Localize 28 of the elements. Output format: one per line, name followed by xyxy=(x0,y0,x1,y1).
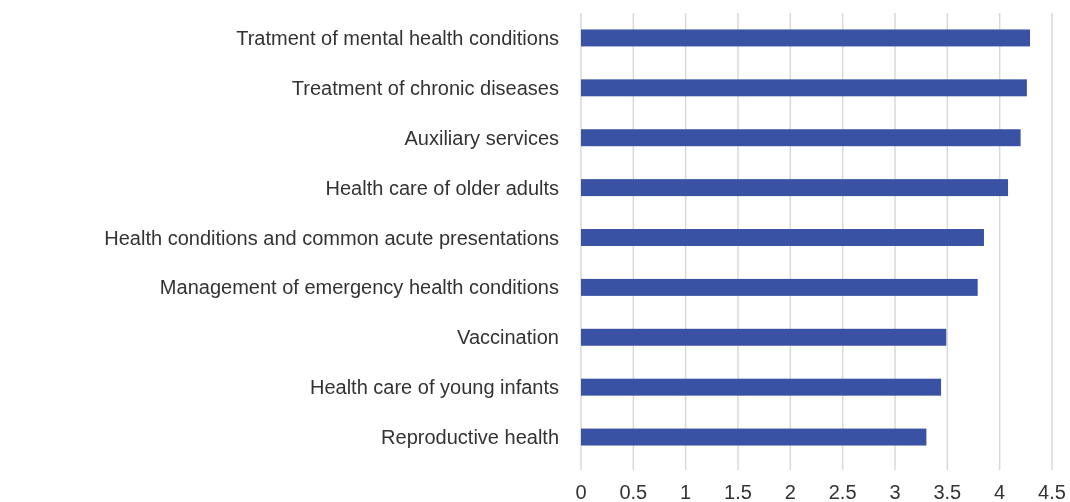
y-tick-label: Health care of older adults xyxy=(325,176,559,199)
x-tick-label: 4 xyxy=(994,481,1006,502)
x-tick-label: 3 xyxy=(889,481,901,502)
bar xyxy=(581,428,927,446)
x-tick-label: 3.5 xyxy=(933,481,962,502)
y-tick-label: Reproductive health xyxy=(381,426,559,449)
bar xyxy=(581,229,984,246)
y-tick-label: Auxiliary services xyxy=(404,126,559,149)
y-tick-label: Health conditions and common acute presentations xyxy=(104,226,559,249)
bar xyxy=(581,278,978,296)
y-tick-label: Management of emergency health conditions xyxy=(159,276,559,299)
y-tick-label: Tratment of mental health conditions xyxy=(236,26,559,49)
x-tick-label: 0 xyxy=(575,481,587,502)
bar xyxy=(581,29,1031,47)
x-tick-label: 2 xyxy=(784,481,796,502)
x-tick-label: 2.5 xyxy=(828,481,857,502)
bar xyxy=(581,79,1027,97)
y-tick-label: Treatment of chronic diseases xyxy=(291,76,559,99)
x-tick-label: 4.5 xyxy=(1038,481,1066,502)
bar xyxy=(581,328,947,346)
x-tick-label: 1.5 xyxy=(724,481,752,502)
x-tick-label: 0.5 xyxy=(619,481,648,502)
y-tick-label: Health care of young infants xyxy=(309,376,559,399)
bar xyxy=(581,129,1021,147)
bar xyxy=(581,378,942,396)
bar xyxy=(581,179,1009,197)
y-tick-label: Vaccination xyxy=(457,326,559,349)
x-tick-label: 1 xyxy=(680,481,692,502)
